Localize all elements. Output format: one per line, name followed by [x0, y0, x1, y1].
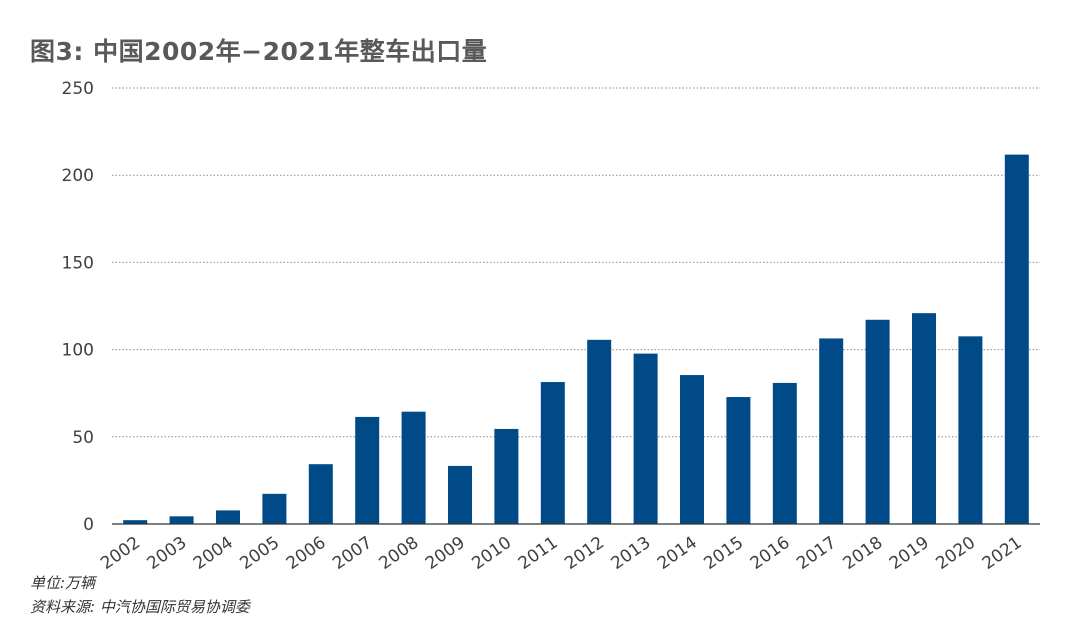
- bar: [726, 397, 751, 524]
- x-tick-label: 2019: [886, 533, 933, 574]
- bar: [819, 338, 844, 524]
- x-tick-label: 2006: [283, 533, 330, 574]
- bar: [308, 464, 333, 524]
- bar: [169, 516, 194, 524]
- x-tick-label: 2003: [144, 533, 191, 574]
- bar: [772, 382, 797, 524]
- y-tick-label: 250: [62, 79, 94, 99]
- x-tick-label: 2004: [190, 533, 237, 574]
- bar: [1004, 154, 1029, 525]
- bar: [680, 375, 704, 524]
- x-tick-label: 2008: [376, 533, 423, 574]
- x-tick-label: 2011: [515, 533, 562, 574]
- x-tick-label: 2014: [654, 533, 701, 574]
- y-axis-ticks: 0 50 100 150 200 250: [62, 79, 94, 535]
- bar: [123, 520, 148, 524]
- x-tick-label: 2005: [236, 533, 283, 574]
- bar: [958, 336, 983, 524]
- x-tick-label: 2020: [932, 533, 979, 574]
- x-tick-label: 2007: [329, 533, 376, 574]
- x-axis-ticks: 2002 2003 2004 2005 2006 2007 2008 2009 2010 2011…: [97, 533, 1026, 574]
- y-tick-label: 200: [62, 166, 94, 186]
- x-tick-label: 2015: [700, 533, 747, 574]
- x-tick-label: 2012: [561, 533, 608, 574]
- bar: [912, 313, 936, 524]
- y-tick-label: 100: [62, 341, 94, 361]
- y-tick-label: 150: [62, 253, 94, 273]
- x-tick-label: 2010: [468, 533, 515, 574]
- bar: [494, 428, 519, 524]
- x-tick-label: 2018: [840, 533, 887, 574]
- y-tick-label: 0: [83, 515, 94, 535]
- unit-note: 单位:万辆: [30, 574, 96, 592]
- x-tick-label: 2021: [979, 533, 1026, 574]
- y-tick-label: 50: [72, 428, 94, 448]
- bar: [216, 510, 240, 524]
- bar: [401, 411, 426, 524]
- bar: [448, 465, 472, 524]
- bar: [262, 493, 287, 524]
- bar: [355, 416, 380, 524]
- bars: [123, 154, 1029, 525]
- x-tick-label: 2002: [97, 533, 144, 574]
- bar: [540, 382, 565, 524]
- x-tick-label: 2013: [608, 533, 655, 574]
- bar: [587, 339, 612, 524]
- x-tick-label: 2017: [793, 533, 840, 574]
- bar: [633, 353, 658, 524]
- source-note: 资料来源: 中汽协国际贸易协调委: [30, 598, 250, 616]
- bar: [865, 319, 890, 524]
- x-tick-label: 2009: [422, 533, 469, 574]
- chart-title: 图3: 中国2002年−2021年整车出口量: [30, 37, 488, 66]
- x-tick-label: 2016: [747, 533, 794, 574]
- grid-lines: [112, 87, 1040, 438]
